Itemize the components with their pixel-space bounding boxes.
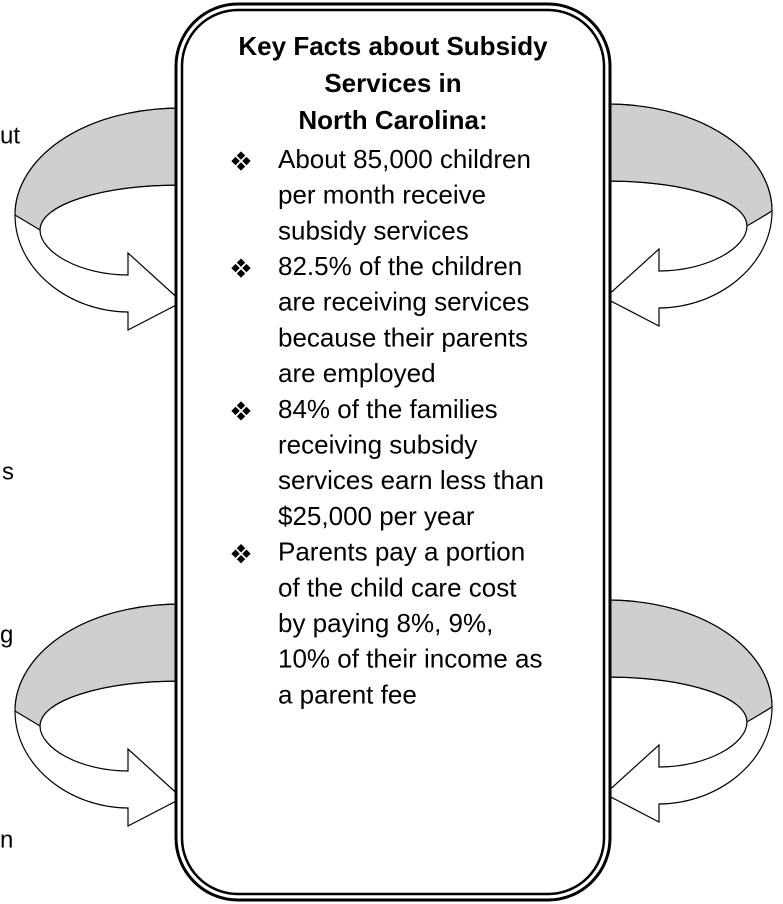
margin-fragment: ut: [0, 122, 20, 149]
bullet-text: 82.5% of the children: [278, 251, 522, 281]
box-title: Key Facts about Subsidy: [238, 31, 548, 61]
bullet-icon: [236, 162, 246, 171]
margin-fragment: g: [0, 621, 13, 648]
bullet-icon: [231, 156, 240, 166]
bullet-text: by paying 8%, 9%,: [278, 608, 493, 638]
curved-arrow: [14, 107, 183, 331]
bullet-icon: [242, 549, 251, 558]
bullet-icon: [236, 151, 246, 160]
box-title: Services in: [324, 68, 461, 98]
bullet-text: 84% of the families: [278, 394, 498, 424]
bullet-text: Parents pay a portion: [278, 537, 525, 567]
bullet-icon: [231, 406, 240, 416]
bullet-icon: [236, 258, 246, 267]
bullet-icon: [236, 544, 246, 553]
bullet-text: are receiving services: [278, 287, 529, 317]
curved-arrow: [604, 103, 773, 327]
bullet-text: because their parents: [278, 322, 528, 352]
bullet-text: services earn less than: [278, 465, 544, 495]
bullet-text: $25,000 per year: [278, 501, 475, 531]
bullet-text: are employed: [278, 358, 436, 388]
bullet-icon: [231, 549, 240, 558]
curved-arrow: [14, 603, 183, 827]
bullet-icon: [231, 263, 240, 273]
box-inner-border: [180, 8, 606, 896]
bullet-text: subsidy services: [278, 215, 469, 245]
bullet-icon: [236, 412, 246, 421]
margin-fragment: s: [2, 458, 14, 485]
bullet-icon: [236, 401, 246, 410]
bullet-icon: [236, 554, 246, 564]
curved-arrow: [604, 599, 773, 823]
bullet-text: a parent fee: [278, 679, 417, 709]
margin-fragment: n: [0, 826, 13, 853]
bullet-icon: [242, 263, 251, 273]
bullet-icon: [236, 269, 246, 278]
bullet-text: per month receive: [278, 180, 486, 210]
bullet-icon: [242, 406, 251, 416]
bullet-text: About 85,000 children: [278, 144, 531, 174]
bullet-icon: [242, 156, 251, 166]
bullet-text: receiving subsidy: [278, 429, 477, 459]
box-title: North Carolina:: [298, 105, 487, 135]
bullet-text: 10% of their income as: [278, 644, 542, 674]
bullet-text: of the child care cost: [278, 572, 517, 602]
